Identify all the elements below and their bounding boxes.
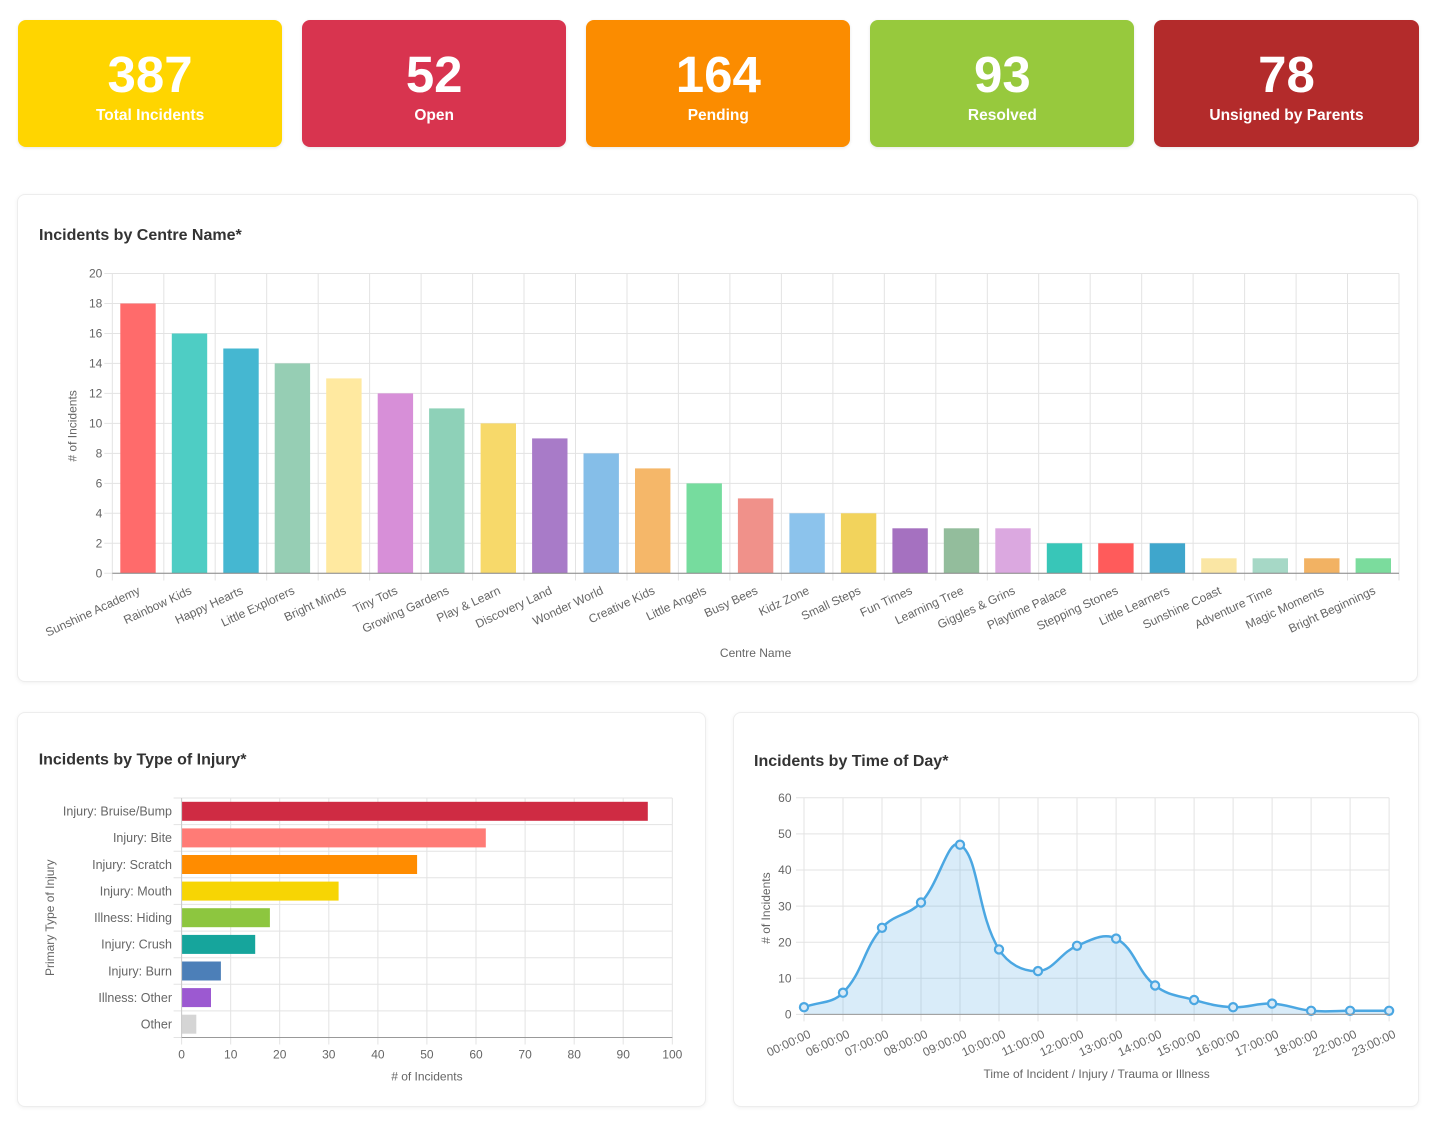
svg-text:10: 10 xyxy=(89,417,103,431)
svg-text:Injury: Mouth: Injury: Mouth xyxy=(100,884,172,898)
svg-text:60: 60 xyxy=(778,791,792,805)
svg-text:Illness: Other: Illness: Other xyxy=(98,991,172,1005)
svg-text:0: 0 xyxy=(96,567,103,581)
svg-text:13:00:00: 13:00:00 xyxy=(1076,1027,1125,1060)
svg-text:Injury: Burn: Injury: Burn xyxy=(108,964,172,978)
svg-text:10: 10 xyxy=(224,1048,238,1062)
svg-text:Bright Beginnings: Bright Beginnings xyxy=(1286,583,1377,635)
svg-text:40: 40 xyxy=(778,863,792,877)
svg-text:8: 8 xyxy=(96,447,103,461)
svg-text:06:00:00: 06:00:00 xyxy=(803,1027,852,1060)
svg-text:Time of Incident / Injury / Tr: Time of Incident / Injury / Trauma or Il… xyxy=(983,1067,1209,1081)
svg-text:70: 70 xyxy=(518,1048,532,1062)
svg-text:# of Incidents: # of Incidents xyxy=(391,1070,462,1084)
svg-text:40: 40 xyxy=(371,1048,385,1062)
svg-text:20: 20 xyxy=(273,1048,287,1062)
svg-text:17:00:00: 17:00:00 xyxy=(1232,1027,1281,1060)
svg-text:0: 0 xyxy=(784,1008,791,1022)
svg-text:Growing Gardens: Growing Gardens xyxy=(360,583,451,635)
svg-text:14:00:00: 14:00:00 xyxy=(1115,1027,1164,1060)
svg-text:18: 18 xyxy=(89,297,103,311)
svg-text:30: 30 xyxy=(778,899,792,913)
svg-text:10: 10 xyxy=(778,972,792,986)
svg-text:30: 30 xyxy=(322,1048,336,1062)
svg-text:Centre Name: Centre Name xyxy=(720,646,792,660)
svg-text:20: 20 xyxy=(89,267,103,281)
svg-text:50: 50 xyxy=(778,827,792,841)
svg-text:15:00:00: 15:00:00 xyxy=(1154,1027,1203,1060)
svg-text:6: 6 xyxy=(96,477,103,491)
svg-text:100: 100 xyxy=(662,1048,682,1062)
svg-text:Incidents by Centre Name*: Incidents by Centre Name* xyxy=(39,227,243,244)
svg-text:09:00:00: 09:00:00 xyxy=(920,1027,969,1060)
svg-text:Illness: Hiding: Illness: Hiding xyxy=(94,911,172,925)
svg-text:Injury: Bite: Injury: Bite xyxy=(113,831,172,845)
svg-text:Incidents by Type of Injury*: Incidents by Type of Injury* xyxy=(39,752,248,769)
svg-text:00:00:00: 00:00:00 xyxy=(764,1027,813,1060)
svg-text:Small Steps: Small Steps xyxy=(799,583,863,623)
svg-text:0: 0 xyxy=(178,1048,185,1062)
svg-text:2: 2 xyxy=(96,537,103,551)
svg-text:10:00:00: 10:00:00 xyxy=(959,1027,1008,1060)
svg-text:60: 60 xyxy=(469,1048,483,1062)
svg-text:12: 12 xyxy=(89,387,103,401)
svg-text:12:00:00: 12:00:00 xyxy=(1037,1027,1086,1060)
svg-text:Injury: Scratch: Injury: Scratch xyxy=(92,858,172,872)
svg-text:80: 80 xyxy=(568,1048,582,1062)
svg-text:Primary Type of Injury: Primary Type of Injury xyxy=(43,860,57,976)
svg-text:11:00:00: 11:00:00 xyxy=(999,1027,1047,1059)
svg-text:16:00:00: 16:00:00 xyxy=(1193,1027,1242,1060)
svg-text:Injury: Crush: Injury: Crush xyxy=(101,938,172,952)
svg-text:18:00:00: 18:00:00 xyxy=(1271,1027,1320,1060)
svg-text:# of Incidents: # of Incidents xyxy=(759,872,773,943)
svg-text:23:00:00: 23:00:00 xyxy=(1349,1027,1398,1060)
svg-text:Other: Other xyxy=(141,1018,172,1032)
svg-text:50: 50 xyxy=(420,1048,434,1062)
svg-text:07:00:00: 07:00:00 xyxy=(842,1027,891,1060)
svg-text:20: 20 xyxy=(778,935,792,949)
svg-text:# of Incidents: # of Incidents xyxy=(66,390,80,461)
svg-text:14: 14 xyxy=(89,357,103,371)
svg-text:4: 4 xyxy=(96,507,103,521)
svg-text:90: 90 xyxy=(617,1048,631,1062)
svg-text:08:00:00: 08:00:00 xyxy=(881,1027,930,1060)
svg-text:16: 16 xyxy=(89,327,103,341)
svg-text:Incidents by Time of Day*: Incidents by Time of Day* xyxy=(754,753,949,770)
svg-text:22:00:00: 22:00:00 xyxy=(1310,1027,1359,1060)
svg-text:Busy Bees: Busy Bees xyxy=(702,583,760,620)
svg-text:Injury: Bruise/Bump: Injury: Bruise/Bump xyxy=(63,805,172,819)
